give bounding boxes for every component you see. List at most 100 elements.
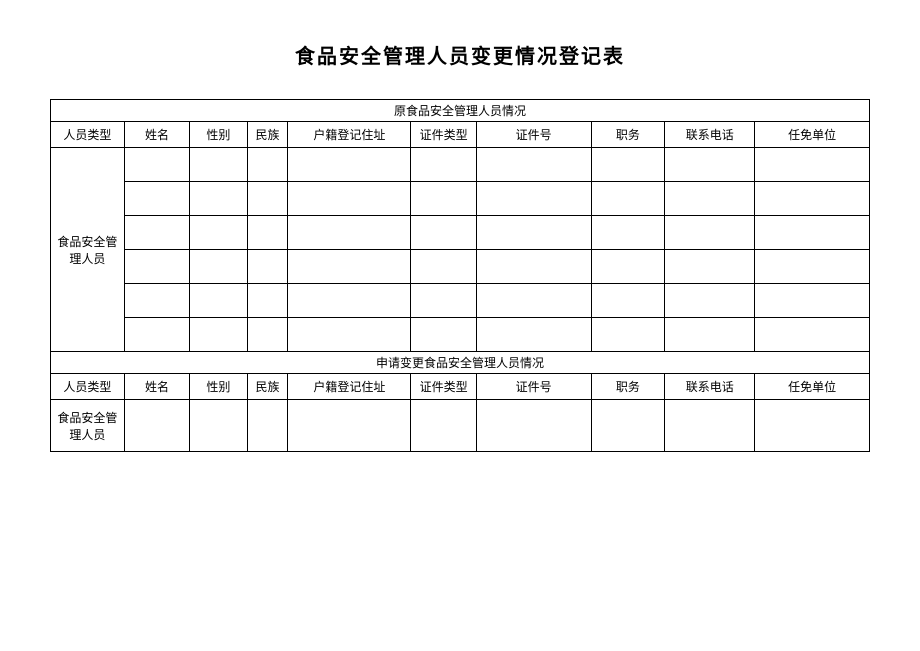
col-header-person-type: 人员类型	[51, 374, 125, 400]
cell	[288, 216, 411, 250]
cell	[755, 216, 870, 250]
cell	[665, 216, 755, 250]
table-row	[51, 318, 870, 352]
col-header-id-type: 证件类型	[411, 374, 477, 400]
cell	[591, 400, 665, 452]
cell	[247, 318, 288, 352]
cell	[411, 400, 477, 452]
col-header-appointing-unit: 任免单位	[755, 122, 870, 148]
col-header-name: 姓名	[124, 122, 190, 148]
cell	[190, 148, 247, 182]
cell	[665, 250, 755, 284]
cell	[476, 182, 591, 216]
cell	[288, 182, 411, 216]
col-header-id-number: 证件号	[476, 122, 591, 148]
page-title: 食品安全管理人员变更情况登记表	[50, 40, 870, 69]
cell	[247, 250, 288, 284]
cell	[591, 250, 665, 284]
col-header-address: 户籍登记住址	[288, 122, 411, 148]
cell	[665, 148, 755, 182]
cell	[476, 216, 591, 250]
cell	[411, 148, 477, 182]
col-header-gender: 性别	[190, 374, 247, 400]
cell	[411, 318, 477, 352]
col-header-id-number: 证件号	[476, 374, 591, 400]
cell	[288, 250, 411, 284]
cell	[591, 182, 665, 216]
table-row	[51, 250, 870, 284]
col-header-id-type: 证件类型	[411, 122, 477, 148]
section2-row-label: 食品安全管理人员	[51, 400, 125, 452]
col-header-position: 职务	[591, 122, 665, 148]
table-row: 食品安全管理人员	[51, 400, 870, 452]
cell	[288, 148, 411, 182]
col-header-position: 职务	[591, 374, 665, 400]
cell	[411, 216, 477, 250]
cell	[755, 250, 870, 284]
cell	[288, 318, 411, 352]
cell	[190, 250, 247, 284]
col-header-name: 姓名	[124, 374, 190, 400]
cell	[124, 318, 190, 352]
col-header-person-type: 人员类型	[51, 122, 125, 148]
cell	[247, 148, 288, 182]
cell	[124, 182, 190, 216]
cell	[591, 284, 665, 318]
cell	[247, 182, 288, 216]
table-row	[51, 182, 870, 216]
cell	[476, 148, 591, 182]
col-header-phone: 联系电话	[665, 374, 755, 400]
cell	[755, 182, 870, 216]
cell	[124, 148, 190, 182]
cell	[591, 318, 665, 352]
cell	[755, 318, 870, 352]
cell	[124, 250, 190, 284]
cell	[755, 148, 870, 182]
section2-column-header-row: 人员类型 姓名 性别 民族 户籍登记住址 证件类型 证件号 职务 联系电话 任免…	[51, 374, 870, 400]
col-header-gender: 性别	[190, 122, 247, 148]
col-header-address: 户籍登记住址	[288, 374, 411, 400]
cell	[288, 284, 411, 318]
cell	[476, 400, 591, 452]
col-header-phone: 联系电话	[665, 122, 755, 148]
table-row	[51, 284, 870, 318]
cell	[476, 250, 591, 284]
cell	[665, 284, 755, 318]
cell	[665, 400, 755, 452]
cell	[247, 284, 288, 318]
cell	[190, 216, 247, 250]
cell	[124, 216, 190, 250]
section2-header: 申请变更食品安全管理人员情况	[51, 352, 870, 374]
section1-column-header-row: 人员类型 姓名 性别 民族 户籍登记住址 证件类型 证件号 职务 联系电话 任免…	[51, 122, 870, 148]
registration-table: 原食品安全管理人员情况 人员类型 姓名 性别 民族 户籍登记住址 证件类型 证件…	[50, 99, 870, 452]
cell	[665, 182, 755, 216]
cell	[190, 318, 247, 352]
section2-header-row: 申请变更食品安全管理人员情况	[51, 352, 870, 374]
cell	[755, 400, 870, 452]
table-row: 食品安全管理人员	[51, 148, 870, 182]
cell	[411, 284, 477, 318]
cell	[665, 318, 755, 352]
cell	[124, 284, 190, 318]
cell	[190, 284, 247, 318]
cell	[591, 216, 665, 250]
col-header-ethnicity: 民族	[247, 122, 288, 148]
cell	[124, 400, 190, 452]
cell	[190, 400, 247, 452]
table-row	[51, 216, 870, 250]
cell	[411, 182, 477, 216]
cell	[755, 284, 870, 318]
col-header-ethnicity: 民族	[247, 374, 288, 400]
col-header-appointing-unit: 任免单位	[755, 374, 870, 400]
cell	[190, 182, 247, 216]
cell	[411, 250, 477, 284]
section1-row-label: 食品安全管理人员	[51, 148, 125, 352]
section1-header: 原食品安全管理人员情况	[51, 100, 870, 122]
cell	[591, 148, 665, 182]
cell	[476, 284, 591, 318]
cell	[247, 400, 288, 452]
section1-header-row: 原食品安全管理人员情况	[51, 100, 870, 122]
cell	[247, 216, 288, 250]
cell	[288, 400, 411, 452]
cell	[476, 318, 591, 352]
